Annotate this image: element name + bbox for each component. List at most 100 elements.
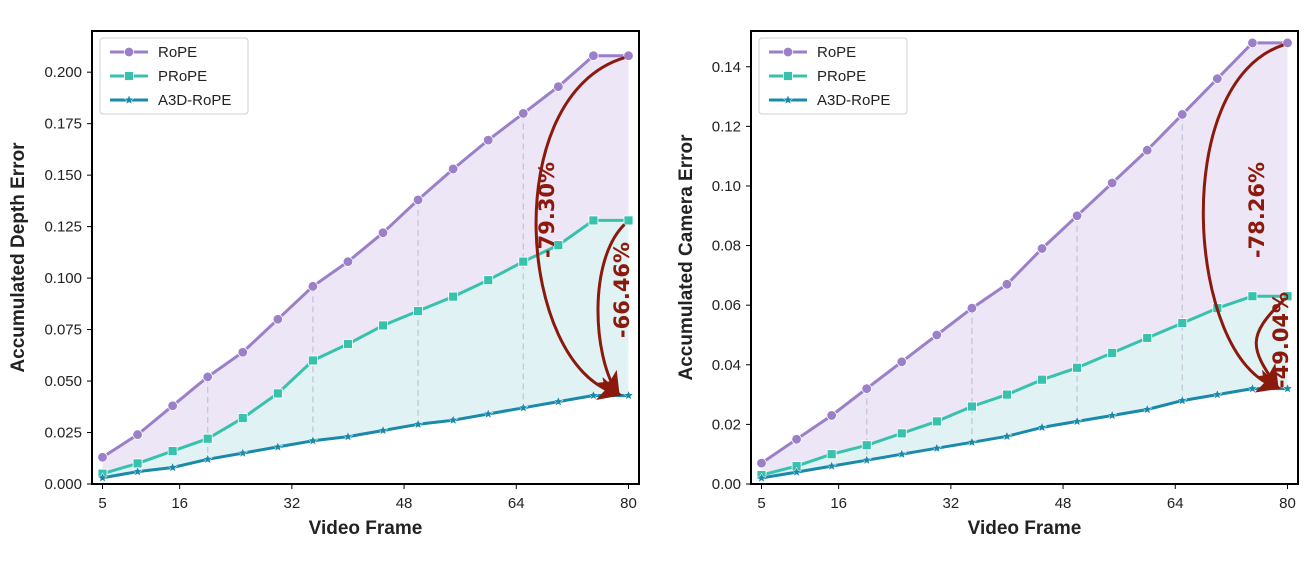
- data-point-a3d-rope: [342, 430, 354, 442]
- data-point-rope: [272, 314, 284, 325]
- data-point-prope: [553, 240, 564, 251]
- x-tick-label: 64: [508, 495, 525, 512]
- data-point-a3d-rope: [517, 402, 529, 413]
- data-point-a3d-rope: [1282, 382, 1293, 394]
- data-point-a3d-rope: [966, 436, 978, 447]
- data-point-rope: [237, 347, 248, 358]
- y-tick-label: 0.00: [712, 476, 741, 493]
- data-point-rope: [1106, 177, 1118, 189]
- data-point-a3d-rope: [896, 448, 908, 459]
- data-point-a3d-rope: [756, 472, 767, 483]
- legend-marker: [123, 46, 135, 58]
- data-point-rope: [1177, 109, 1188, 120]
- series-line-prope: [761, 294, 1288, 477]
- data-point-a3d-rope: [237, 447, 249, 458]
- data-point-prope: [202, 433, 213, 444]
- data-point-prope: [272, 388, 283, 399]
- x-tick-label: 5: [757, 495, 765, 512]
- data-point-rope: [1212, 73, 1223, 84]
- data-point-a3d-rope: [1141, 403, 1153, 415]
- camera-error-chart: -78.26% -49.04% 0.00 0.02 0.04 0.06 0.08 0.10 0.…: [676, 30, 1299, 539]
- data-point-prope: [483, 275, 494, 286]
- data-point-a3d-rope: [1071, 415, 1083, 426]
- series-line-rope: [101, 54, 629, 459]
- data-point-rope: [132, 429, 143, 440]
- data-point-prope: [308, 355, 318, 366]
- data-point-a3d-rope: [931, 442, 943, 453]
- data-point-a3d-rope: [132, 465, 143, 477]
- data-point-prope: [167, 446, 178, 456]
- data-point-rope: [518, 108, 529, 119]
- data-point-a3d-rope: [1106, 409, 1118, 421]
- data-point-prope: [1037, 374, 1047, 385]
- arrow-rope-to-a3d: [534, 56, 625, 401]
- y-tick-label: 0.025: [44, 425, 82, 442]
- data-point-rope: [202, 371, 213, 383]
- data-point-rope: [756, 457, 767, 469]
- y-tick-label: 0.14: [712, 59, 741, 76]
- data-point-prope: [448, 291, 459, 302]
- x-tick-label: 80: [620, 495, 637, 512]
- plot-frame: [750, 30, 1299, 485]
- y-axis-label: Accumulated Camera Error: [676, 134, 697, 381]
- y-tick-label: 0.150: [44, 167, 82, 184]
- y-tick-label: 0.04: [712, 357, 741, 374]
- legend-entry: RoPE: [817, 44, 856, 61]
- x-tick-label: 64: [1167, 495, 1184, 512]
- data-point-rope: [1036, 243, 1048, 254]
- data-point-prope: [343, 339, 353, 349]
- data-point-rope: [307, 281, 319, 292]
- plot-frame: [91, 30, 640, 485]
- data-point-prope: [1072, 362, 1082, 373]
- legend-entry: PRoPE: [817, 68, 866, 85]
- data-point-rope: [1071, 210, 1083, 221]
- annotation-label: -79.30%: [535, 162, 559, 258]
- legend-marker: [124, 71, 134, 81]
- annotation-label: -78.26%: [1245, 162, 1269, 258]
- data-point-rope: [791, 434, 802, 445]
- series-line-rope: [760, 41, 1288, 465]
- data-point-rope: [861, 383, 872, 394]
- data-point-a3d-rope: [826, 460, 838, 471]
- y-tick-label: 0.200: [44, 64, 82, 81]
- x-tick-label: 48: [396, 495, 413, 512]
- data-point-a3d-rope: [412, 418, 424, 429]
- data-point-rope: [896, 356, 907, 368]
- y-tick-label: 0.050: [44, 373, 82, 390]
- data-point-prope: [588, 215, 599, 226]
- x-tick-label: 32: [284, 495, 301, 512]
- data-point-prope: [1247, 291, 1258, 302]
- x-tick-label: 80: [1279, 495, 1296, 512]
- data-point-rope: [588, 50, 599, 61]
- data-point-a3d-rope: [861, 454, 873, 465]
- y-tick-label: 0.000: [44, 476, 82, 493]
- series-line-a3d-rope: [761, 387, 1288, 480]
- y-tick-label: 0.10: [712, 178, 741, 195]
- y-tick-label: 0.075: [44, 322, 82, 339]
- data-point-rope: [167, 400, 178, 411]
- x-tick-label: 16: [830, 495, 847, 512]
- data-point-rope: [623, 50, 634, 61]
- data-point-prope: [967, 401, 977, 412]
- y-tick-label: 0.06: [712, 297, 741, 314]
- rope-prope-fill: [102, 55, 629, 474]
- data-point-a3d-rope: [482, 408, 494, 419]
- x-axis-label: Video Frame: [968, 518, 1082, 539]
- data-point-a3d-rope: [307, 435, 319, 446]
- arrow-rope-to-a3d: [1201, 43, 1284, 393]
- data-point-prope: [237, 413, 248, 424]
- data-point-rope: [931, 329, 943, 341]
- data-point-prope: [1282, 291, 1293, 302]
- data-point-a3d-rope: [1176, 394, 1188, 406]
- y-tick-label: 0.02: [712, 416, 741, 433]
- data-point-prope: [1142, 333, 1153, 343]
- legend-entry: A3D-RoPE: [158, 92, 231, 109]
- data-point-a3d-rope: [1036, 421, 1048, 432]
- x-tick-label: 16: [171, 495, 188, 512]
- data-point-a3d-rope: [1001, 430, 1013, 441]
- legend-marker: [783, 71, 793, 81]
- data-point-a3d-rope: [447, 414, 459, 425]
- data-point-prope: [861, 440, 872, 451]
- legend-marker: [782, 94, 794, 105]
- data-point-rope: [412, 194, 424, 206]
